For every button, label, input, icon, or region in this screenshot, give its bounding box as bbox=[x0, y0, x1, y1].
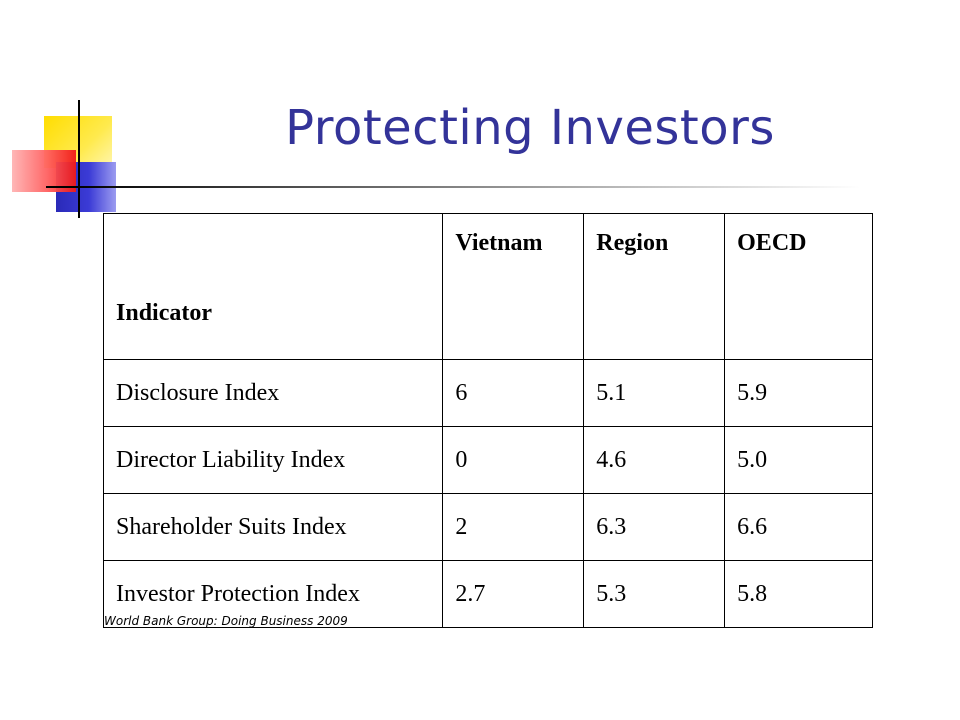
oecd-value: 5.8 bbox=[724, 560, 873, 628]
logo-vertical-line bbox=[78, 100, 80, 218]
slide-logo bbox=[0, 0, 130, 230]
logo-red-square bbox=[12, 150, 76, 192]
logo-horizontal-line bbox=[46, 186, 86, 188]
table-row: Shareholder Suits Index 2 6.3 6.6 bbox=[102, 493, 873, 561]
header-region: Region bbox=[583, 213, 726, 360]
region-value: 5.1 bbox=[583, 359, 726, 427]
indicator-table: Indicator Vietnam Region OECD Disclosure… bbox=[102, 213, 873, 628]
oecd-value: 5.0 bbox=[724, 426, 873, 494]
region-value: 4.6 bbox=[583, 426, 726, 494]
indicator-name: Investor Protection Index bbox=[102, 560, 444, 628]
header-indicator: Indicator bbox=[102, 213, 444, 360]
page-title: Protecting Investors bbox=[285, 100, 775, 156]
oecd-value: 5.9 bbox=[724, 359, 873, 427]
table-row: Disclosure Index 6 5.1 5.9 bbox=[102, 359, 873, 427]
title-underline bbox=[80, 186, 860, 188]
header-vietnam: Vietnam bbox=[442, 213, 585, 360]
vietnam-value: 2.7 bbox=[442, 560, 585, 628]
indicator-name: Shareholder Suits Index bbox=[102, 493, 444, 561]
source-note: World Bank Group: Doing Business 2009 bbox=[104, 614, 348, 628]
vietnam-value: 6 bbox=[442, 359, 585, 427]
table-header-row: Indicator Vietnam Region OECD bbox=[102, 213, 873, 360]
indicator-name: Disclosure Index bbox=[102, 359, 444, 427]
table-row: Investor Protection Index 2.7 5.3 5.8 bbox=[102, 560, 873, 628]
header-oecd: OECD bbox=[724, 213, 873, 360]
region-value: 6.3 bbox=[583, 493, 726, 561]
indicator-name: Director Liability Index bbox=[102, 426, 444, 494]
vietnam-value: 0 bbox=[442, 426, 585, 494]
vietnam-value: 2 bbox=[442, 493, 585, 561]
oecd-value: 6.6 bbox=[724, 493, 873, 561]
region-value: 5.3 bbox=[583, 560, 726, 628]
table-row: Director Liability Index 0 4.6 5.0 bbox=[102, 426, 873, 494]
